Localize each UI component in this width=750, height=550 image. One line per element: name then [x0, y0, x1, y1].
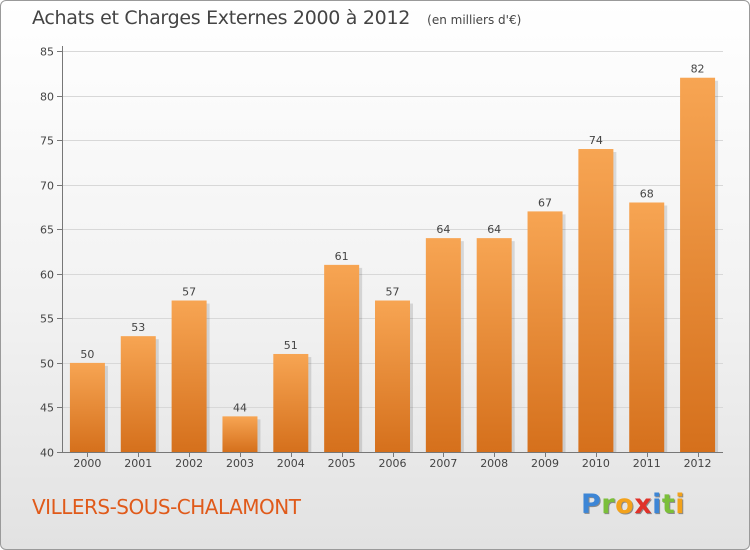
y-tick-label: 50	[40, 358, 54, 371]
y-tick-label: 55	[40, 313, 54, 326]
bar	[171, 300, 207, 452]
x-tick-label: 2009	[531, 457, 559, 470]
bar-value-label: 57	[386, 286, 400, 299]
chart-subtitle: (en milliers d'€)	[427, 13, 522, 27]
x-tick-label: 2011	[633, 457, 661, 470]
bar	[425, 238, 461, 452]
bar	[680, 77, 716, 452]
x-tick-label: 2000	[73, 457, 101, 470]
y-tick-label: 80	[40, 91, 54, 104]
y-tick-label: 60	[40, 269, 54, 282]
bar	[69, 362, 105, 452]
bar	[578, 149, 614, 452]
y-tick-label: 40	[40, 447, 54, 460]
title-row: Achats et Charges Externes 2000 à 2012 (…	[32, 7, 521, 29]
x-tick-label: 2003	[226, 457, 254, 470]
data-labels: 50 53 57 44 51 61 57 64 64 67 74 68 82	[80, 63, 704, 415]
y-tick-label: 65	[40, 224, 54, 237]
bar-value-label: 61	[335, 250, 349, 263]
axes: 40 45 50 55 60 65 70 75 80 85 2000 2001 2002 2003 2004…	[40, 46, 723, 470]
bar-value-label: 67	[538, 196, 552, 209]
x-tick-label: 2008	[480, 457, 508, 470]
bar-value-label: 64	[436, 223, 450, 236]
y-tick-label: 45	[40, 402, 54, 415]
bar	[324, 264, 360, 452]
bars	[69, 77, 719, 452]
x-tick-label: 2001	[124, 457, 152, 470]
bar-value-label: 51	[284, 339, 298, 352]
x-tick-label: 2004	[277, 457, 305, 470]
bar	[375, 300, 410, 452]
x-tick-label: 2007	[429, 457, 457, 470]
x-tick-label: 2002	[175, 457, 203, 470]
city-name: VILLERS-SOUS-CHALAMONT	[32, 495, 301, 519]
proxiti-logo: Proxiti	[581, 489, 686, 520]
x-tick-label: 2012	[684, 457, 712, 470]
bar-value-label: 44	[233, 401, 247, 414]
bar-value-label: 68	[640, 187, 654, 200]
bar-value-label: 50	[80, 348, 94, 361]
bar	[527, 211, 563, 452]
bar	[629, 202, 665, 452]
x-tick-label: 2006	[379, 457, 407, 470]
bar	[222, 416, 258, 452]
y-tick-label: 75	[40, 135, 54, 148]
x-tick-label: 2005	[328, 457, 356, 470]
y-tick-label: 85	[40, 46, 54, 59]
bar-value-label: 57	[182, 286, 196, 299]
bar-value-label: 82	[691, 63, 705, 76]
bar-value-label: 53	[131, 321, 145, 334]
x-tick-label: 2010	[582, 457, 610, 470]
y-tick-label: 70	[40, 180, 54, 193]
bar	[273, 353, 309, 452]
bar	[120, 336, 156, 452]
bar-value-label: 74	[589, 134, 603, 147]
bar-value-label: 64	[487, 223, 501, 236]
bar	[476, 238, 512, 452]
chart-title: Achats et Charges Externes 2000 à 2012	[32, 7, 411, 29]
